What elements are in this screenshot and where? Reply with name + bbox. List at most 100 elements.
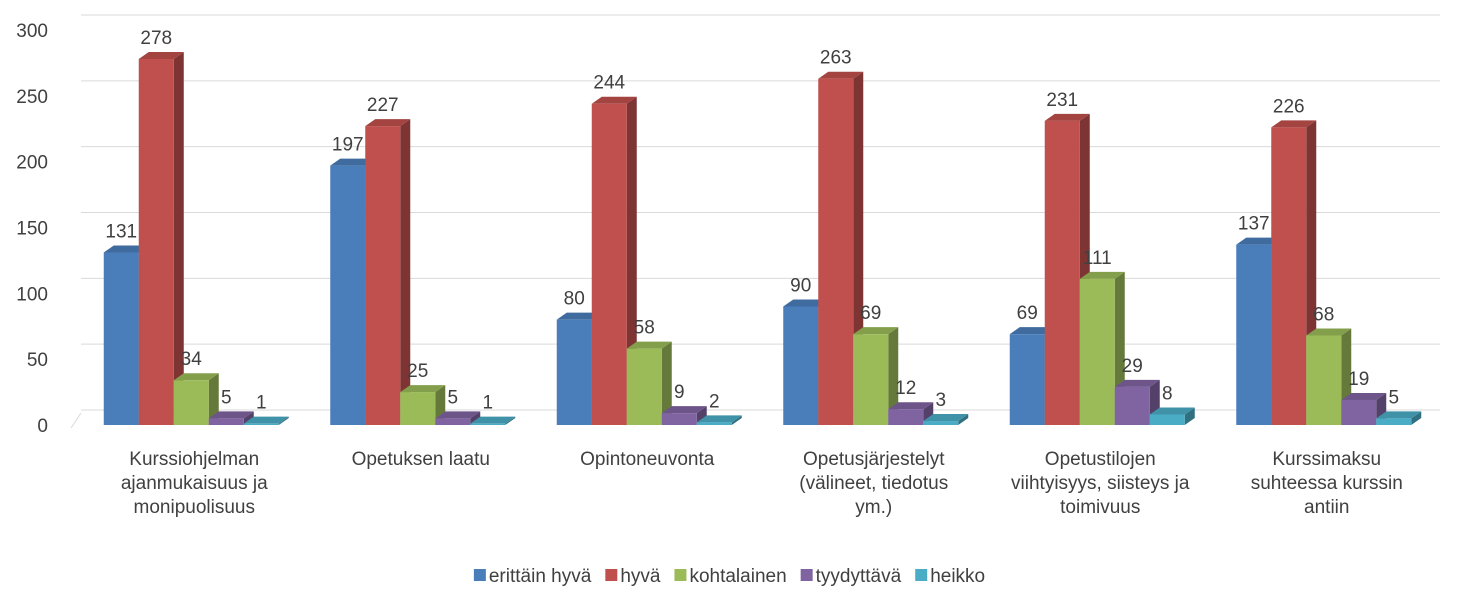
bar-top — [365, 119, 411, 127]
bar — [923, 421, 959, 425]
value-label: 25 — [407, 361, 428, 382]
bar-top — [1044, 113, 1090, 121]
value-label: 226 — [1273, 96, 1305, 117]
legend-swatch — [605, 569, 618, 581]
value-label: 12 — [895, 378, 916, 399]
bar — [783, 306, 819, 425]
floor-line — [70, 412, 82, 429]
bar — [626, 348, 662, 425]
bar-side — [208, 373, 219, 425]
bar-side — [400, 119, 411, 425]
bar — [173, 380, 209, 425]
bar-side — [1411, 411, 1422, 425]
bar — [853, 334, 889, 425]
bar — [1341, 399, 1377, 425]
bar-top — [783, 299, 829, 307]
value-label: 58 — [634, 318, 655, 339]
bar — [556, 319, 592, 425]
bar — [243, 423, 279, 425]
value-label: 69 — [1017, 303, 1038, 324]
value-label: 244 — [593, 73, 625, 94]
value-label: 80 — [564, 289, 585, 310]
legend-swatch — [915, 569, 928, 581]
bar — [1376, 418, 1412, 425]
value-label: 227 — [367, 95, 399, 116]
value-label: 137 — [1238, 214, 1270, 235]
y-tick-label: 150 — [16, 219, 48, 240]
bar-top — [470, 416, 516, 424]
bar-top — [173, 373, 219, 381]
bar-side — [626, 96, 637, 425]
bar — [1271, 127, 1307, 425]
value-label: 5 — [221, 387, 232, 408]
value-label: 69 — [860, 303, 881, 324]
y-tick-label: 250 — [16, 87, 48, 108]
bar — [661, 413, 697, 425]
x-tick-label: Kurssiohjelman ajanmukaisuus ja monipuol… — [120, 449, 268, 518]
legend-swatch — [473, 569, 486, 581]
y-tick-label: 0 — [37, 416, 48, 437]
bar-top — [696, 415, 742, 423]
value-label: 1 — [256, 393, 267, 414]
y-tick-label: 300 — [16, 21, 48, 42]
bar-top — [556, 312, 602, 320]
value-label: 278 — [140, 28, 172, 49]
bar-top — [1149, 407, 1195, 415]
legend-label: kohtalainen — [689, 566, 786, 587]
bar — [365, 126, 401, 425]
value-label: 263 — [820, 48, 852, 69]
value-label: 19 — [1348, 369, 1369, 390]
value-label: 5 — [1388, 387, 1399, 408]
bar-side — [173, 51, 184, 425]
bar-side — [731, 415, 742, 425]
bar-top — [330, 158, 376, 166]
value-label: 5 — [447, 387, 458, 408]
legend-label: hyvä — [620, 566, 661, 587]
bar-side — [1184, 407, 1195, 425]
bar-side — [888, 327, 899, 425]
bar-top — [1114, 379, 1160, 387]
x-tick-label: Kurssimaksu suhteessa kurssin antiin — [1250, 449, 1403, 518]
bar-top — [400, 385, 446, 393]
legend-swatch — [800, 569, 813, 581]
bar — [208, 418, 244, 425]
value-label: 68 — [1313, 304, 1334, 325]
bar — [1149, 414, 1185, 425]
value-label: 111 — [1083, 248, 1112, 269]
bar-side — [958, 414, 969, 425]
bar-top — [1376, 411, 1422, 419]
bar — [1236, 244, 1272, 425]
bar-top — [1341, 392, 1387, 400]
value-label: 3 — [935, 390, 946, 411]
bar — [103, 252, 139, 425]
bar-top — [435, 411, 481, 419]
bar — [1079, 278, 1115, 425]
value-label: 231 — [1046, 90, 1078, 111]
bar-top — [818, 71, 864, 79]
bar — [330, 165, 366, 425]
bar-side — [243, 411, 254, 425]
bar-top — [1236, 237, 1282, 245]
legend-label: heikko — [930, 566, 985, 587]
legend-label: tyydyttävä — [816, 566, 902, 587]
x-tick-label: Opetusjärjestelyt (välineet, tiedotus ym… — [799, 449, 949, 518]
value-label: 9 — [674, 382, 685, 403]
y-tick-label: 100 — [16, 284, 48, 305]
value-label: 8 — [1162, 383, 1173, 404]
bar — [888, 409, 924, 425]
bar-top — [591, 96, 637, 104]
bar-top — [138, 51, 184, 59]
bar — [591, 103, 627, 425]
bar-top — [626, 341, 672, 349]
value-label: 90 — [790, 276, 811, 297]
bar-top — [1009, 327, 1055, 335]
bar-side — [470, 411, 481, 425]
bar — [1114, 386, 1150, 425]
y-tick-label: 50 — [27, 350, 48, 371]
x-tick-label: Opetustilojen viihtyisyys, siisteys ja t… — [1011, 449, 1190, 518]
bar-top — [1306, 328, 1352, 336]
bar-side — [661, 341, 672, 425]
bar — [696, 422, 732, 425]
